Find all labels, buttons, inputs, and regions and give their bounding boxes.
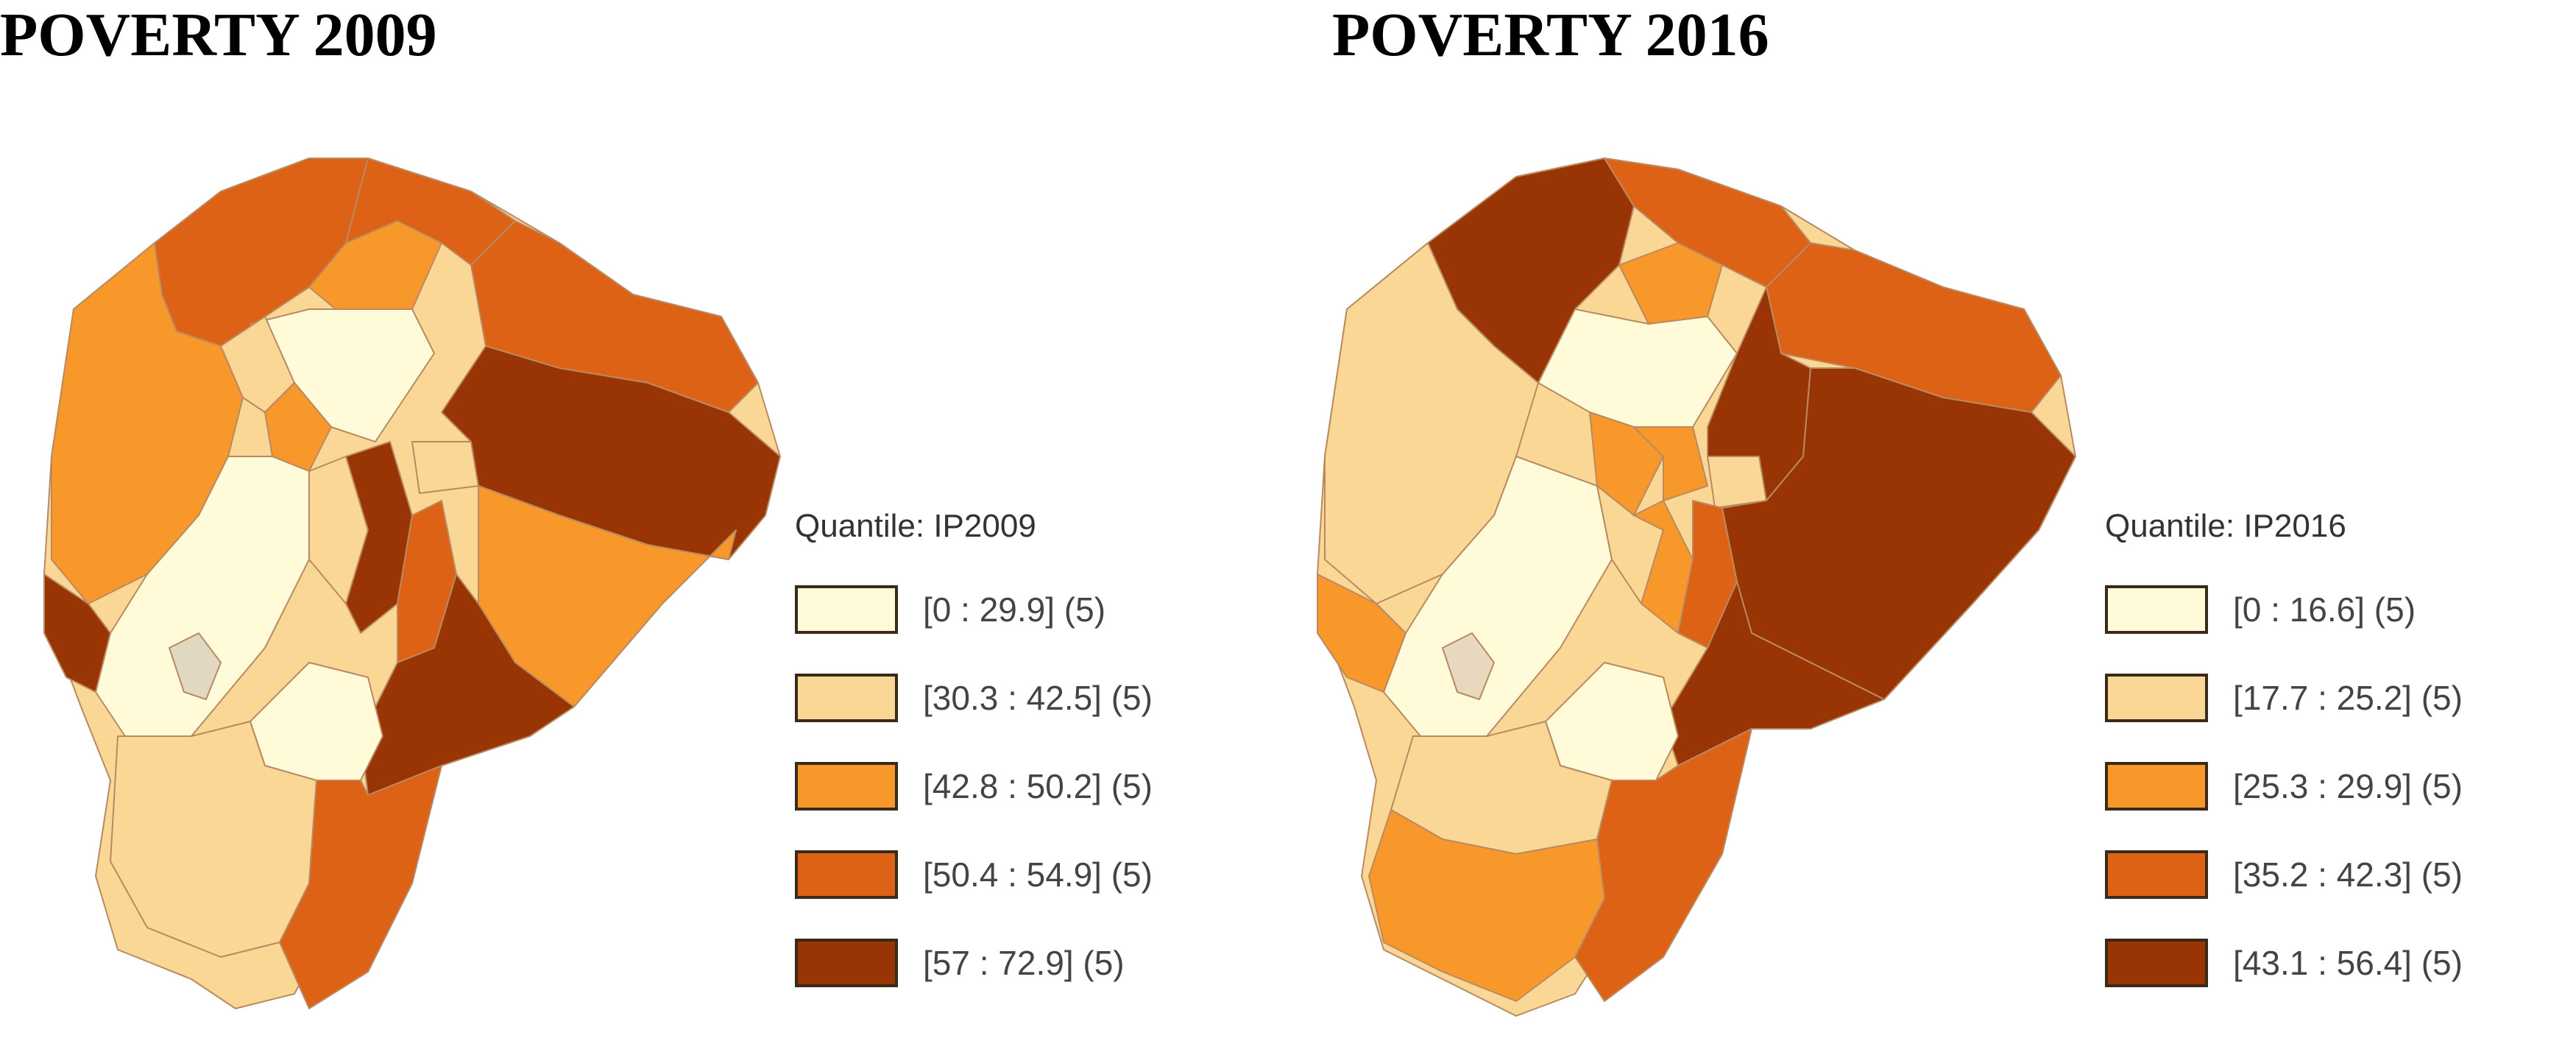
region-n-center (1618, 242, 1723, 325)
region-tungurahua (411, 441, 479, 494)
region-santa-elena (1317, 573, 1406, 693)
legend-label: [30.3 : 42.5] (5) (923, 679, 1153, 717)
legend-swatch (795, 850, 898, 899)
legend-2009: Quantile: IP2009 [0 : 29.9] (5) [30.3 : … (795, 508, 1153, 1025)
legend-swatch (795, 762, 898, 811)
legend-item: [0 : 16.6] (5) (2105, 583, 2463, 636)
choropleth-map-2009 (43, 158, 781, 1009)
map-title-2016: POVERTY 2016 (1332, 1, 1769, 69)
legend-label: [0 : 16.6] (5) (2233, 590, 2416, 629)
legend-2016: Quantile: IP2016 [0 : 16.6] (5) [17.7 : … (2105, 508, 2463, 1025)
region-gulf-detail (169, 632, 222, 700)
region-bolivar (345, 441, 413, 634)
legend-swatch (2105, 674, 2208, 722)
region-highland-orange-2 (1633, 426, 1708, 501)
legend-label: [17.7 : 25.2] (5) (2233, 679, 2463, 717)
map-panel-2009: POVERTY 2009 (0, 1, 1153, 1025)
region-tungurahua (1707, 456, 1767, 509)
legend-label: [35.2 : 42.3] (5) (2233, 855, 2463, 894)
legend-label: [50.4 : 54.9] (5) (923, 855, 1153, 894)
region-ne-strip (345, 158, 516, 266)
legend-item: [17.7 : 25.2] (5) (2105, 671, 2463, 724)
legend-item: [35.2 : 42.3] (5) (2105, 848, 2463, 901)
region-highland-orange (264, 382, 332, 472)
legend-swatch (2105, 939, 2208, 987)
region-gulf-detail (1442, 632, 1495, 700)
region-far-ne (1766, 242, 2062, 413)
legend-item: [30.3 : 42.5] (5) (795, 671, 1153, 724)
region-zamora (279, 765, 442, 1009)
legend-swatch (2105, 762, 2208, 811)
choropleth-map-2016 (1317, 158, 2076, 1017)
legend-item: [25.3 : 29.9] (5) (2105, 760, 2463, 813)
legend-swatch (2105, 585, 2208, 634)
region-zamora (1574, 728, 1752, 1002)
legend-label: [43.1 : 56.4] (5) (2233, 944, 2463, 982)
legend-swatch (2105, 850, 2208, 899)
legend-title: Quantile: IP2009 (795, 508, 1036, 544)
legend-title: Quantile: IP2016 (2105, 508, 2346, 544)
legend-item: [50.4 : 54.9] (5) (795, 848, 1153, 901)
region-santa-elena (43, 573, 111, 693)
legend-label: [57 : 72.9] (5) (923, 944, 1125, 982)
legend-item: [43.1 : 56.4] (5) (2105, 936, 2463, 989)
legend-swatch (795, 939, 898, 987)
legend-label: [25.3 : 29.9] (5) (2233, 767, 2463, 805)
map-panel-2016: POVERTY 2016 (1295, 0, 2576, 1052)
map-title-2009: POVERTY 2009 (0, 1, 437, 69)
legend-item: [42.8 : 50.2] (5) (795, 760, 1153, 813)
legend-label: [42.8 : 50.2] (5) (923, 767, 1153, 805)
legend-item: [57 : 72.9] (5) (795, 936, 1153, 989)
legend-item: [0 : 29.9] (5) (795, 583, 1153, 636)
legend-swatch (795, 585, 898, 634)
legend-swatch (795, 674, 898, 722)
legend-label: [0 : 29.9] (5) (923, 590, 1106, 629)
